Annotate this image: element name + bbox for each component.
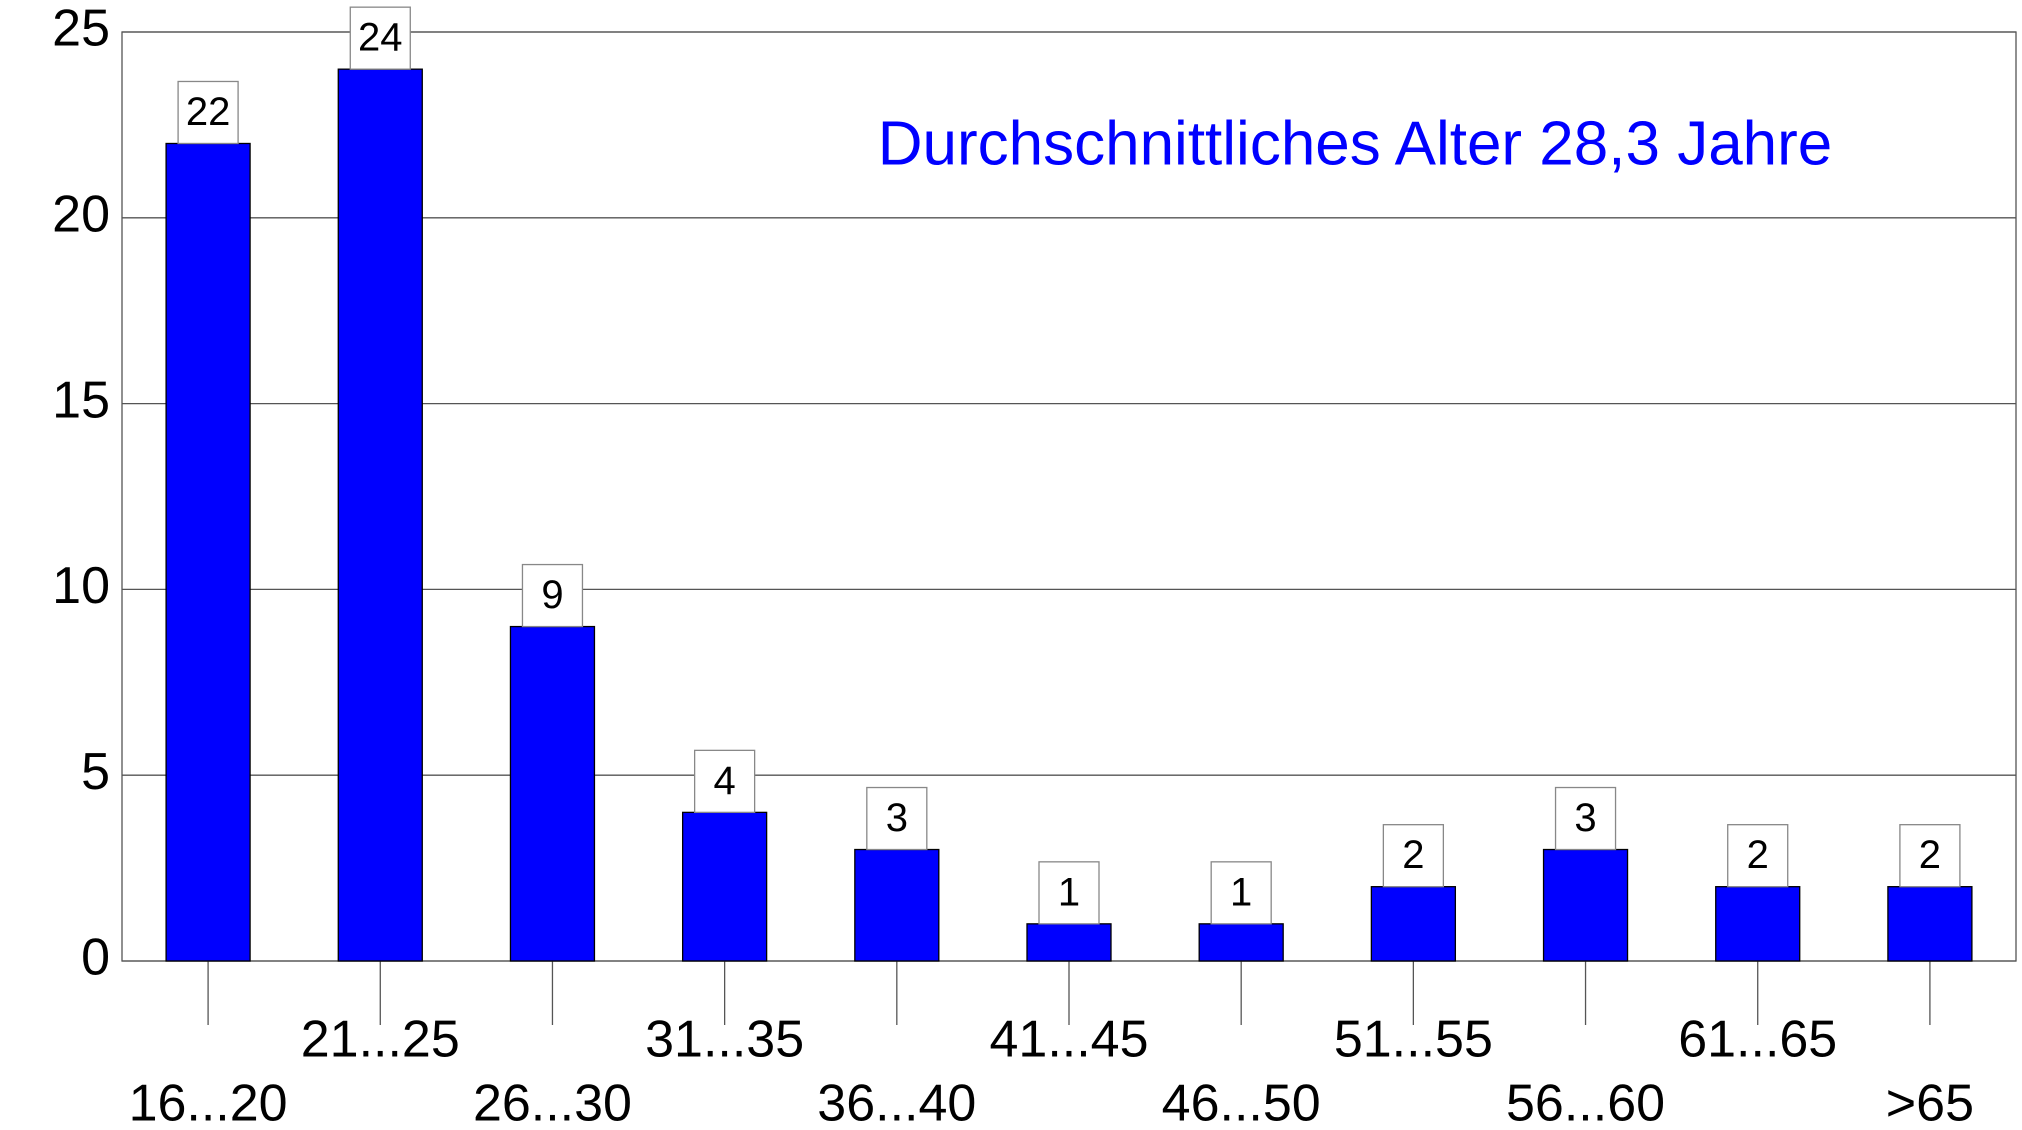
bar (337, 68, 423, 962)
bar (1887, 886, 1973, 962)
annotation: Durchschnittliches Alter 28,3 Jahre (878, 109, 1833, 178)
value-label: 3 (1574, 796, 1596, 840)
value-label-box (349, 6, 411, 70)
value-label-box (1727, 824, 1789, 888)
x-tick-label: 56...60 (1506, 1075, 1665, 1130)
value-label: 4 (714, 759, 736, 803)
y-tick-label: 20 (52, 186, 110, 244)
bar (681, 811, 768, 962)
value-label-box (521, 563, 584, 628)
bar (1370, 886, 1457, 962)
value-label: 2 (1919, 833, 1941, 877)
value-label: 3 (886, 796, 908, 840)
value-label: 2 (1402, 833, 1424, 877)
value-label-box (1382, 824, 1445, 888)
y-tick-label: 25 (52, 0, 110, 58)
value-label-box (1038, 861, 1100, 925)
bar (1542, 848, 1629, 962)
bar (1715, 886, 1801, 962)
value-label-box (1899, 824, 1961, 888)
x-tick-label: 46...50 (1162, 1075, 1321, 1130)
value-label: 1 (1058, 870, 1080, 914)
bar (1198, 923, 1284, 962)
x-tick-label: 61...65 (1678, 1011, 1837, 1069)
value-label: 2 (1747, 833, 1769, 877)
x-tick-label: >65 (1886, 1075, 1974, 1130)
bar (509, 625, 596, 962)
y-tick-label: 5 (81, 743, 110, 801)
value-label: 22 (186, 90, 231, 134)
value-label: 24 (358, 16, 403, 60)
y-tick-label: 15 (52, 371, 110, 429)
bar (854, 848, 940, 962)
x-tick-label: 16...20 (129, 1075, 288, 1130)
value-label-box (177, 80, 239, 145)
y-tick-label: 0 (81, 929, 110, 987)
x-tick-label: 36...40 (817, 1075, 976, 1130)
x-tick-label: 51...55 (1334, 1011, 1493, 1069)
value-label-box (866, 786, 928, 851)
value-label-box (1554, 786, 1617, 851)
x-tick-label: 21...25 (301, 1011, 460, 1069)
value-label: 1 (1230, 870, 1252, 914)
x-tick-label: 31...35 (645, 1011, 804, 1069)
value-label-box (1210, 861, 1272, 925)
value-label-box (693, 749, 756, 814)
x-tick-label: 41...45 (989, 1011, 1148, 1069)
value-label: 9 (541, 573, 563, 617)
y-tick-label: 10 (52, 557, 110, 615)
bar (1026, 923, 1112, 962)
bar (165, 142, 251, 962)
x-tick-label: 26...30 (473, 1075, 632, 1130)
